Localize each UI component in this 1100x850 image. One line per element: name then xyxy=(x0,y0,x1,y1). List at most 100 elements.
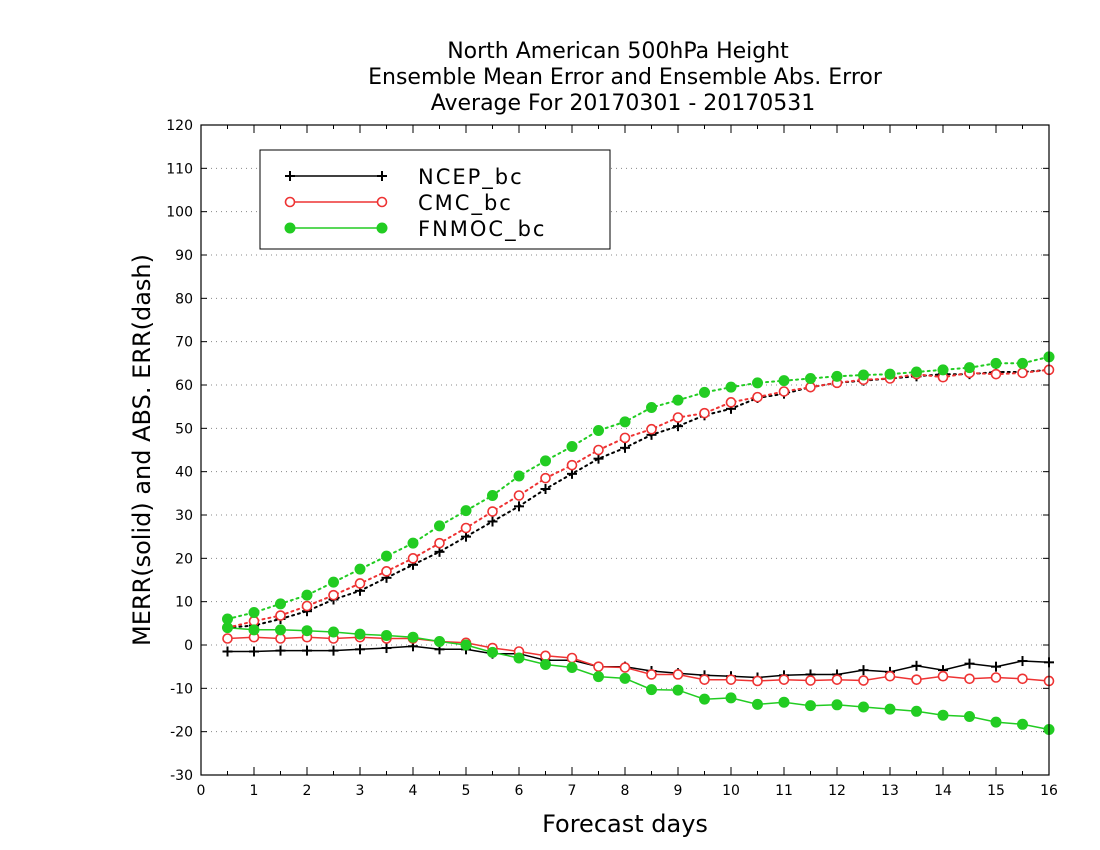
data-point xyxy=(566,652,578,664)
x-tick-label: 8 xyxy=(621,783,630,799)
data-point xyxy=(699,674,710,685)
y-tick-label: -30 xyxy=(170,768,193,784)
plot-frame xyxy=(200,124,1050,776)
data-point xyxy=(301,600,313,612)
data-point xyxy=(699,386,710,398)
y-tick-label: 110 xyxy=(166,161,193,177)
data-point xyxy=(407,537,419,549)
data-point xyxy=(513,652,525,664)
data-point xyxy=(513,490,525,501)
data-point xyxy=(434,546,445,557)
x-tick-label: 2 xyxy=(303,783,312,799)
data-point xyxy=(354,628,366,640)
data-point xyxy=(619,672,631,684)
data-point xyxy=(937,364,949,376)
data-point xyxy=(937,670,949,682)
x-tick-label: 6 xyxy=(515,783,524,799)
legend-box xyxy=(259,149,611,250)
data-point xyxy=(858,665,869,676)
data-point xyxy=(381,550,392,562)
data-point xyxy=(593,661,604,672)
y-tick-label: 80 xyxy=(175,291,193,307)
y-tick-label: 70 xyxy=(175,335,193,351)
data-point xyxy=(275,645,286,656)
data-point xyxy=(858,701,869,713)
series-FNMOC_bc xyxy=(222,351,1055,735)
legend-label: CMC_bc xyxy=(418,191,513,216)
data-point xyxy=(620,442,630,453)
data-point xyxy=(407,631,419,643)
x-tick-label: 10 xyxy=(722,783,740,799)
data-point xyxy=(381,643,392,654)
data-point xyxy=(376,222,388,234)
data-point xyxy=(566,441,578,453)
abs-err-line xyxy=(226,368,1050,629)
data-point xyxy=(328,645,339,656)
data-point xyxy=(275,624,286,636)
data-point xyxy=(328,626,339,638)
data-point xyxy=(646,669,657,680)
data-point xyxy=(778,696,790,708)
legend-label: NCEP_bc xyxy=(418,165,524,190)
data-point xyxy=(514,501,524,512)
data-point xyxy=(222,646,233,657)
data-point xyxy=(937,709,949,721)
data-point xyxy=(487,490,498,501)
y-tick-label: 50 xyxy=(175,421,193,437)
data-point xyxy=(222,633,233,644)
data-point xyxy=(673,421,683,432)
data-point xyxy=(487,506,498,517)
data-point xyxy=(407,553,419,564)
data-point xyxy=(540,455,551,467)
data-point xyxy=(964,362,975,374)
data-point xyxy=(1017,367,1028,379)
data-point xyxy=(991,661,1001,672)
chart-title-line-2: Ensemble Mean Error and Ensemble Abs. Er… xyxy=(368,65,883,90)
data-point xyxy=(377,171,387,181)
data-point xyxy=(831,370,843,382)
data-point xyxy=(540,472,551,484)
data-point xyxy=(990,716,1002,728)
data-point xyxy=(1017,656,1028,667)
data-point xyxy=(381,566,392,577)
data-point xyxy=(752,377,763,389)
y-tick-label: 120 xyxy=(166,118,193,134)
merr-line xyxy=(227,645,1050,679)
data-point xyxy=(248,615,260,627)
x-tick-label: 0 xyxy=(197,783,206,799)
data-point xyxy=(699,407,710,419)
data-point xyxy=(460,505,472,517)
data-point xyxy=(672,669,684,680)
data-point xyxy=(275,610,286,621)
data-point xyxy=(619,416,631,428)
data-point xyxy=(778,386,790,397)
y-tick-label: -10 xyxy=(170,681,193,697)
data-point xyxy=(301,625,313,637)
data-point xyxy=(805,675,816,686)
data-point xyxy=(248,624,260,636)
x-axis-label: Forecast days xyxy=(542,810,708,838)
data-point xyxy=(460,522,472,534)
data-point xyxy=(752,675,763,687)
data-point xyxy=(990,672,1002,683)
data-point xyxy=(805,373,816,384)
y-tick-label: 10 xyxy=(175,595,193,611)
data-point xyxy=(964,711,975,722)
chart-title-line-1: North American 500hPa Height xyxy=(447,39,789,64)
legend-item: FNMOC_bc xyxy=(284,217,544,242)
y-axis-ticks: -30 -20 -10 0 10 20 30 40 50 60 70 80 90 100 110 120 xyxy=(166,118,1049,784)
data-point xyxy=(619,662,631,673)
data-point xyxy=(778,375,790,387)
x-tick-label: 9 xyxy=(674,783,683,799)
x-tick-label: 11 xyxy=(775,783,793,799)
x-tick-label: 5 xyxy=(462,783,471,799)
merr-line xyxy=(227,636,1050,682)
x-tick-label: 7 xyxy=(568,783,577,799)
data-point xyxy=(540,484,551,494)
data-point xyxy=(284,222,296,234)
data-point xyxy=(752,698,763,710)
data-point xyxy=(964,658,975,669)
data-point xyxy=(911,705,922,717)
